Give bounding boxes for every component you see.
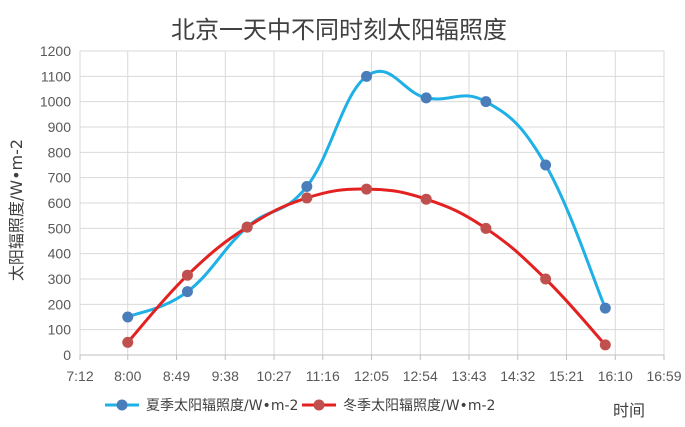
x-tick-label: 14:32	[500, 368, 535, 384]
x-tick-label: 16:10	[598, 368, 633, 384]
x-tick-label: 7:12	[66, 368, 93, 384]
data-point-s1-p7	[540, 273, 552, 285]
data-point-s0-p3	[301, 181, 313, 193]
x-tick-label: 12:05	[354, 368, 389, 384]
data-point-s1-p5	[420, 193, 432, 205]
x-tick-label: 11:16	[306, 368, 340, 384]
series-lines	[126, 69, 607, 347]
legend-label: 冬季太阳辐照度/W•m-2	[343, 398, 495, 414]
series-line-1	[126, 187, 607, 347]
legend-swatch-marker	[116, 399, 128, 411]
data-point-s0-p0	[122, 311, 134, 323]
x-tick-label: 9:38	[212, 368, 239, 384]
y-tick-label: 500	[48, 220, 72, 236]
data-point-s0-p8	[599, 302, 611, 314]
data-point-s1-p3	[301, 192, 313, 204]
y-tick-label: 1100	[41, 68, 71, 84]
x-tick-label: 12:54	[403, 368, 438, 384]
legend-label: 夏季太阳辐照度/W•m-2	[146, 398, 298, 414]
data-point-s0-p5	[420, 92, 432, 104]
chart-title: 北京一天中不同时刻太阳辐照度	[171, 16, 507, 44]
y-tick-label: 200	[48, 296, 72, 312]
y-tick-label: 400	[48, 246, 72, 262]
axes: 0 100 200 300 400 500 600 700 800 900 1000 1100 1200…	[40, 43, 682, 384]
y-tick-label: 0	[63, 347, 71, 363]
data-point-s0-p6	[480, 96, 492, 108]
data-point-s1-p1	[181, 269, 193, 281]
legend-swatch-marker	[313, 399, 325, 411]
y-tick-label: 300	[48, 271, 72, 287]
y-tick-label: 600	[48, 195, 72, 211]
x-tick-label: 13:43	[451, 368, 486, 384]
gridlines	[79, 50, 665, 355]
y-tick-label: 1000	[40, 94, 71, 110]
data-point-s1-p6	[480, 222, 492, 234]
data-point-s1-p4	[361, 183, 373, 195]
series-markers	[122, 70, 611, 351]
x-tick-label: 8:49	[163, 368, 190, 384]
x-axis-title: 时间	[613, 401, 645, 420]
y-tick-label: 900	[48, 119, 72, 135]
data-point-s1-p0	[122, 336, 134, 348]
x-tick-label: 10:27	[256, 368, 291, 384]
legend: 夏季太阳辐照度/W•m-2 冬季太阳辐照度/W•m-2	[105, 398, 495, 414]
y-tick-label: 700	[48, 170, 72, 186]
data-point-s1-p2	[241, 221, 253, 233]
y-tick-label: 800	[48, 144, 72, 160]
y-tick-label: 1200	[40, 43, 71, 59]
x-tick-label: 8:00	[114, 368, 141, 384]
data-point-s0-p7	[540, 159, 552, 171]
y-tick-label: 100	[48, 322, 72, 338]
data-point-s0-p4	[361, 70, 373, 82]
data-point-s0-p1	[181, 286, 193, 298]
y-axis-title: 太阳辐照度/W•m-2	[7, 139, 26, 281]
x-tick-label: 16:59	[646, 368, 681, 384]
x-tick-label: 15:21	[549, 368, 584, 384]
data-point-s1-p8	[599, 339, 611, 351]
